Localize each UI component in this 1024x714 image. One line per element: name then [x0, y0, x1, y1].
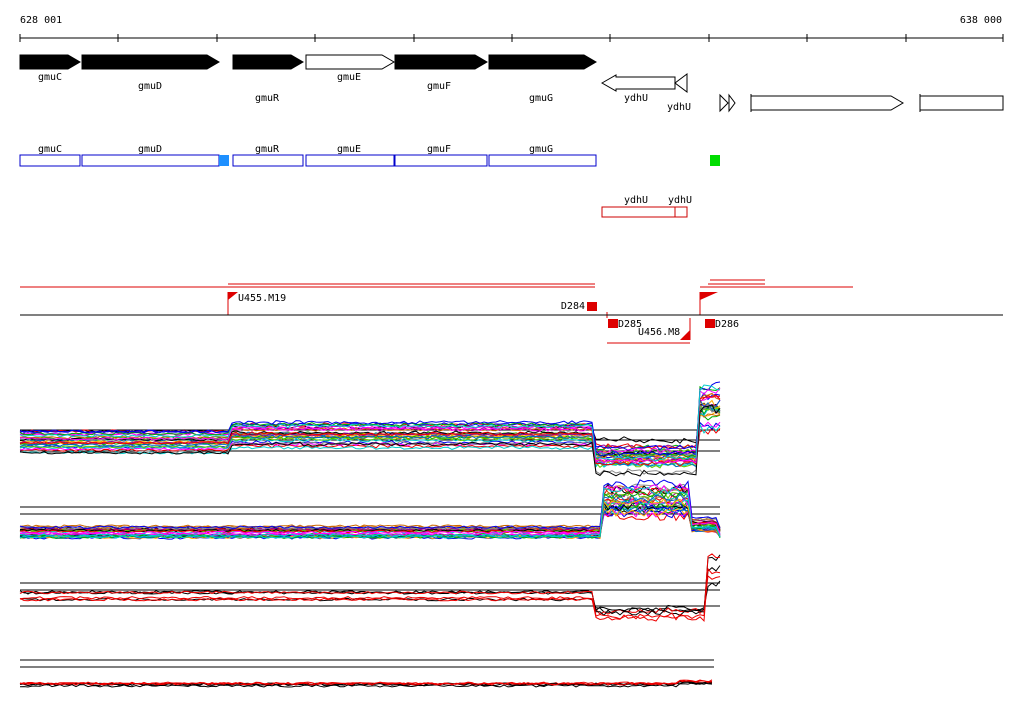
feature-label: D286 — [715, 319, 739, 330]
trace — [19, 408, 721, 469]
annotation-label: gmuG — [529, 144, 553, 155]
ruler-end: 638 000 — [960, 15, 1002, 26]
ruler-ticks — [19, 34, 1004, 42]
feature-label: U456.M8 — [638, 327, 680, 338]
trace — [19, 384, 721, 462]
marker — [219, 155, 229, 166]
gene-label: ydhU — [667, 102, 691, 113]
feature-box — [608, 319, 618, 328]
annotation-label: ydhU — [624, 195, 648, 206]
feature-box — [587, 302, 597, 311]
flag — [700, 292, 718, 300]
annotation-label: gmuE — [337, 144, 361, 155]
trace — [19, 404, 721, 477]
ruler-start: 628 001 — [20, 15, 62, 26]
flag — [228, 292, 238, 300]
annotation-label: gmuF — [427, 144, 451, 155]
trace — [19, 679, 713, 686]
feature-lines — [20, 279, 853, 344]
trace — [19, 392, 721, 451]
trace — [19, 486, 721, 539]
annotation-label: gmuC — [38, 144, 62, 155]
signal-traces — [19, 381, 721, 688]
gene-label: gmuC — [38, 72, 62, 83]
gene-label: gmuE — [337, 72, 361, 83]
annotation-label: ydhU — [668, 195, 692, 206]
annotation-label: gmuD — [138, 144, 162, 155]
trace — [19, 567, 721, 623]
trace — [19, 565, 721, 612]
gene-label: gmuG — [529, 93, 553, 104]
annotation-label: gmuR — [255, 144, 280, 155]
trace — [19, 398, 721, 468]
trace — [19, 575, 721, 615]
marker — [710, 155, 720, 166]
gene-label: gmuF — [427, 81, 451, 92]
trace — [19, 580, 721, 614]
trace — [19, 679, 713, 686]
gene-label: ydhU — [624, 93, 648, 104]
trace — [19, 553, 721, 621]
feature-label: U455.M19 — [238, 293, 286, 304]
trace — [19, 387, 721, 464]
trace — [19, 381, 721, 456]
trace — [19, 394, 721, 467]
trace — [19, 392, 721, 460]
feature-label: D284 — [561, 301, 585, 312]
annotation-box — [601, 206, 688, 218]
feature-box — [705, 319, 715, 328]
trace — [19, 403, 721, 476]
flag — [680, 330, 690, 340]
trace — [19, 394, 721, 455]
gene-label: gmuR — [255, 93, 280, 104]
gene-label: gmuD — [138, 81, 162, 92]
gene-arrows — [19, 54, 1004, 113]
feature-label: D285 — [618, 319, 642, 330]
trace — [19, 681, 713, 688]
annotation-boxes — [19, 154, 597, 167]
